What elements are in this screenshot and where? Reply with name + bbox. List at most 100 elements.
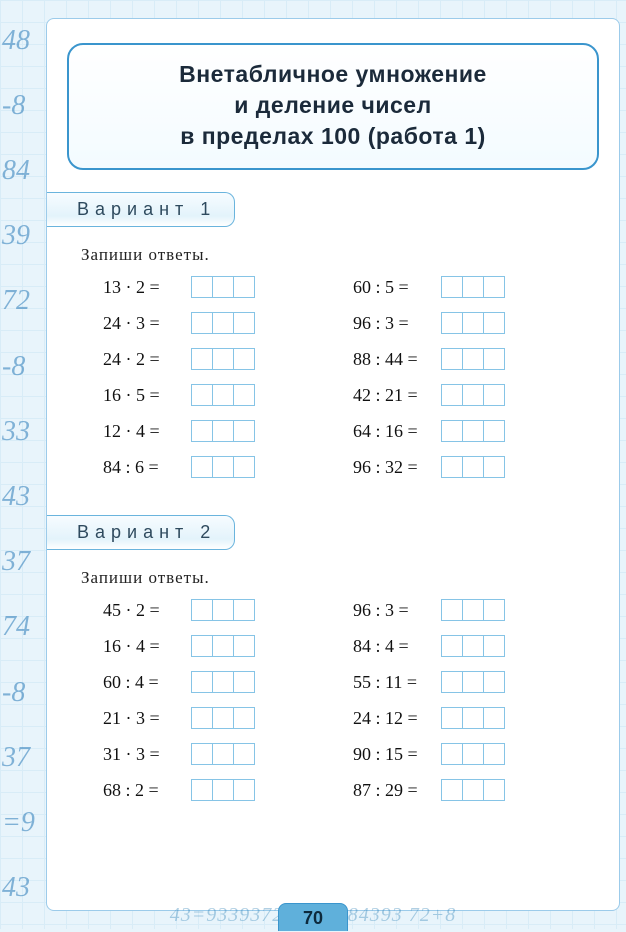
answer-cell[interactable]: [212, 743, 234, 765]
answer-box[interactable]: [191, 384, 255, 406]
answer-cell[interactable]: [483, 599, 505, 621]
answer-cell[interactable]: [441, 420, 463, 442]
answer-box[interactable]: [441, 456, 505, 478]
answer-cell[interactable]: [212, 671, 234, 693]
answer-cell[interactable]: [462, 671, 484, 693]
answer-cell[interactable]: [483, 707, 505, 729]
answer-cell[interactable]: [212, 312, 234, 334]
answer-cell[interactable]: [483, 635, 505, 657]
answer-box[interactable]: [191, 779, 255, 801]
answer-box[interactable]: [191, 312, 255, 334]
answer-box[interactable]: [441, 420, 505, 442]
answer-cell[interactable]: [233, 599, 255, 621]
answer-cell[interactable]: [462, 312, 484, 334]
answer-box[interactable]: [441, 348, 505, 370]
answer-cell[interactable]: [462, 456, 484, 478]
answer-cell[interactable]: [191, 779, 213, 801]
answer-box[interactable]: [191, 420, 255, 442]
answer-cell[interactable]: [441, 348, 463, 370]
answer-cell[interactable]: [191, 312, 213, 334]
answer-cell[interactable]: [233, 420, 255, 442]
answer-cell[interactable]: [212, 348, 234, 370]
answer-cell[interactable]: [212, 456, 234, 478]
answer-cell[interactable]: [212, 276, 234, 298]
spine-number: 37: [2, 742, 46, 774]
answer-cell[interactable]: [212, 635, 234, 657]
answer-cell[interactable]: [483, 276, 505, 298]
answer-cell[interactable]: [483, 779, 505, 801]
answer-cell[interactable]: [233, 707, 255, 729]
answer-cell[interactable]: [212, 384, 234, 406]
answer-cell[interactable]: [233, 635, 255, 657]
answer-cell[interactable]: [233, 312, 255, 334]
answer-cell[interactable]: [191, 743, 213, 765]
answer-cell[interactable]: [483, 384, 505, 406]
answer-box[interactable]: [191, 456, 255, 478]
answer-box[interactable]: [191, 707, 255, 729]
answer-cell[interactable]: [483, 420, 505, 442]
answer-cell[interactable]: [233, 671, 255, 693]
answer-cell[interactable]: [483, 312, 505, 334]
answer-cell[interactable]: [191, 635, 213, 657]
answer-cell[interactable]: [233, 276, 255, 298]
answer-cell[interactable]: [483, 348, 505, 370]
answer-box[interactable]: [191, 671, 255, 693]
answer-cell[interactable]: [191, 599, 213, 621]
answer-cell[interactable]: [441, 312, 463, 334]
answer-box[interactable]: [441, 312, 505, 334]
answer-box[interactable]: [441, 779, 505, 801]
answer-cell[interactable]: [462, 635, 484, 657]
answer-box[interactable]: [441, 384, 505, 406]
answer-cell[interactable]: [441, 779, 463, 801]
answer-box[interactable]: [441, 707, 505, 729]
answer-box[interactable]: [191, 348, 255, 370]
answer-cell[interactable]: [441, 707, 463, 729]
answer-box[interactable]: [441, 276, 505, 298]
spine-number: 39: [2, 220, 46, 252]
answer-cell[interactable]: [462, 707, 484, 729]
problem-row: 24 : 12 =: [353, 706, 619, 730]
answer-cell[interactable]: [212, 420, 234, 442]
answer-cell[interactable]: [233, 456, 255, 478]
answer-cell[interactable]: [441, 743, 463, 765]
answer-cell[interactable]: [483, 456, 505, 478]
problem-expression: 24 : 12 =: [353, 708, 441, 729]
answer-cell[interactable]: [233, 743, 255, 765]
answer-cell[interactable]: [441, 384, 463, 406]
answer-box[interactable]: [191, 599, 255, 621]
answer-cell[interactable]: [212, 779, 234, 801]
answer-box[interactable]: [191, 743, 255, 765]
answer-cell[interactable]: [233, 779, 255, 801]
answer-cell[interactable]: [462, 384, 484, 406]
answer-cell[interactable]: [462, 420, 484, 442]
answer-cell[interactable]: [233, 348, 255, 370]
answer-cell[interactable]: [191, 384, 213, 406]
answer-cell[interactable]: [191, 671, 213, 693]
answer-cell[interactable]: [212, 599, 234, 621]
answer-cell[interactable]: [483, 671, 505, 693]
answer-cell[interactable]: [441, 671, 463, 693]
answer-cell[interactable]: [462, 276, 484, 298]
answer-box[interactable]: [441, 635, 505, 657]
answer-cell[interactable]: [462, 743, 484, 765]
answer-cell[interactable]: [462, 779, 484, 801]
answer-cell[interactable]: [462, 599, 484, 621]
answer-cell[interactable]: [191, 456, 213, 478]
answer-cell[interactable]: [483, 743, 505, 765]
answer-box[interactable]: [441, 743, 505, 765]
answer-box[interactable]: [441, 599, 505, 621]
answer-cell[interactable]: [191, 348, 213, 370]
answer-box[interactable]: [191, 635, 255, 657]
answer-box[interactable]: [441, 671, 505, 693]
answer-cell[interactable]: [441, 599, 463, 621]
answer-cell[interactable]: [233, 384, 255, 406]
answer-cell[interactable]: [441, 635, 463, 657]
answer-cell[interactable]: [191, 707, 213, 729]
answer-box[interactable]: [191, 276, 255, 298]
answer-cell[interactable]: [212, 707, 234, 729]
answer-cell[interactable]: [441, 456, 463, 478]
answer-cell[interactable]: [462, 348, 484, 370]
answer-cell[interactable]: [441, 276, 463, 298]
answer-cell[interactable]: [191, 276, 213, 298]
answer-cell[interactable]: [191, 420, 213, 442]
